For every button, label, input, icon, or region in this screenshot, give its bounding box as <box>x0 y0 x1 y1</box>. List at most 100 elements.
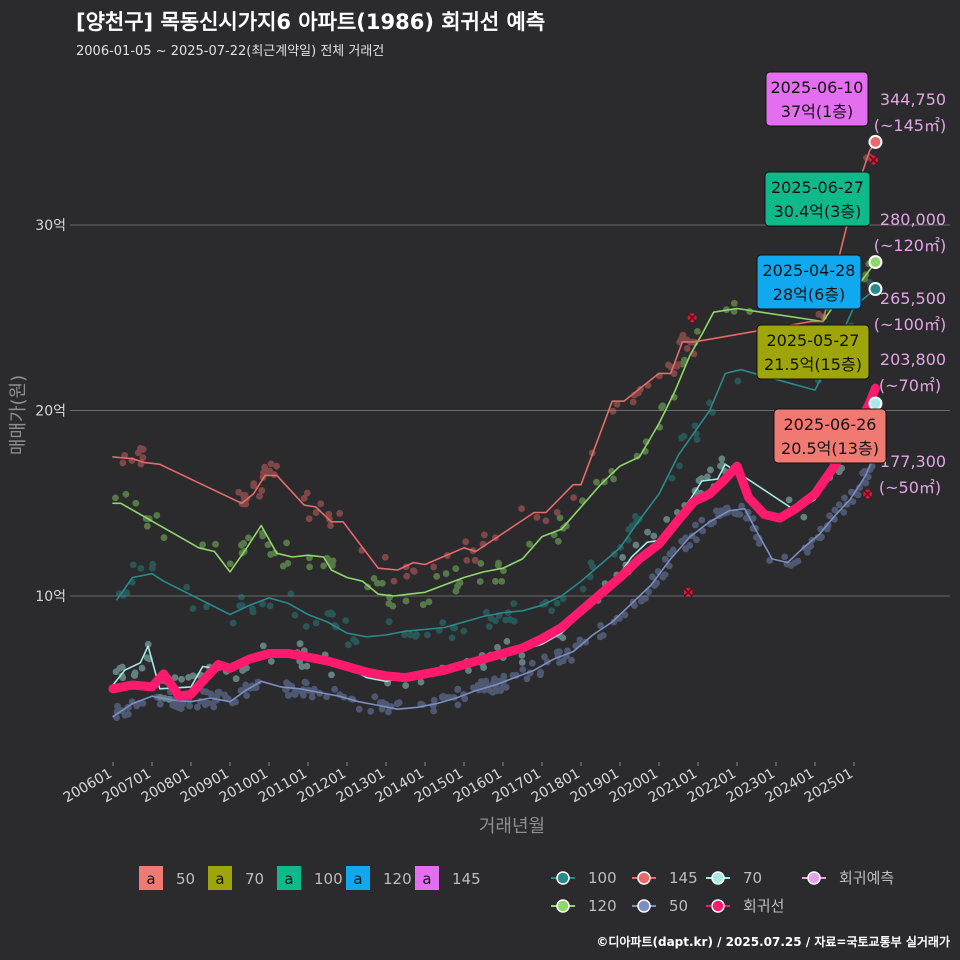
legend-line-label: 50 <box>669 897 688 915</box>
transaction-dot <box>637 597 645 605</box>
transaction-dot <box>329 557 337 565</box>
transaction-dot <box>454 701 462 709</box>
transaction-dot <box>681 356 688 364</box>
transaction-dot <box>502 683 510 691</box>
transaction-dot <box>376 699 384 707</box>
transaction-dot <box>364 583 372 591</box>
prediction-area: (~120㎡) <box>874 236 946 255</box>
transaction-dot <box>430 696 438 704</box>
transaction-dot <box>419 601 427 609</box>
transaction-dot <box>709 408 716 416</box>
legend-box-swatch <box>346 866 370 890</box>
prediction-value: 344,750 <box>880 90 946 109</box>
transaction-dot <box>259 642 267 650</box>
legend-series-lines: 100 145 70 회귀예측 120 50 회귀선 <box>551 869 894 915</box>
transaction-dot <box>559 657 567 665</box>
transaction-dot <box>693 536 700 544</box>
transaction-dot <box>273 462 280 470</box>
legend-line-label: 회귀예측 <box>839 869 894 887</box>
transaction-dot <box>410 567 417 575</box>
transaction-dot <box>256 492 263 500</box>
transaction-dot <box>284 559 292 567</box>
transaction-dot <box>306 563 313 571</box>
transaction-dot <box>831 506 839 514</box>
legend-line-dot <box>556 899 570 913</box>
transaction-dot <box>112 668 120 676</box>
transaction-dot <box>461 695 469 703</box>
transaction-dot <box>648 573 656 581</box>
transaction-dot <box>676 462 683 470</box>
transaction-dot <box>533 513 541 521</box>
transaction-dot <box>174 704 182 711</box>
transaction-dot <box>240 491 247 499</box>
legend-box-label: 100 <box>314 870 343 888</box>
transaction-dot <box>733 510 741 518</box>
transaction-dot <box>212 540 219 548</box>
transaction-dot <box>395 699 403 707</box>
transaction-dot <box>298 663 306 671</box>
transaction-dot <box>129 561 137 569</box>
transaction-dot <box>439 619 447 626</box>
transaction-dot <box>818 533 825 541</box>
transaction-dot <box>470 684 477 692</box>
transaction-dot <box>284 692 292 699</box>
annotation-text: 30.4억(3층) <box>774 202 862 221</box>
transaction-dot <box>226 560 234 568</box>
transaction-dot <box>526 540 533 548</box>
transaction-dot <box>390 577 398 585</box>
transaction-dot <box>849 498 857 505</box>
legend-box-glyph: a <box>422 870 431 888</box>
transaction-dot <box>712 507 720 515</box>
series-line-50 <box>112 451 877 718</box>
transaction-dot <box>410 568 418 575</box>
transaction-dot <box>153 512 161 519</box>
transaction-dot <box>683 345 691 352</box>
transaction-dot <box>556 514 564 522</box>
transaction-dot <box>694 327 701 335</box>
transaction-dot <box>327 610 334 618</box>
prediction-marker <box>868 396 883 411</box>
transaction-dot <box>673 362 681 370</box>
transaction-dot <box>752 533 760 541</box>
transaction-dot <box>144 640 152 648</box>
transaction-dot <box>692 521 699 529</box>
transaction-dot <box>312 509 320 516</box>
transaction-dot <box>262 468 270 476</box>
transaction-dot <box>665 361 672 369</box>
transaction-dot <box>433 572 441 580</box>
transaction-dot <box>781 553 789 561</box>
transaction-dot <box>131 669 139 677</box>
transaction-dot <box>528 659 536 667</box>
transaction-dot <box>185 673 192 681</box>
transaction-dot <box>139 445 147 453</box>
legend-box-label: 120 <box>383 870 412 888</box>
transaction-dot <box>183 583 191 591</box>
transaction-dot <box>653 579 661 587</box>
transaction-dot <box>731 510 739 517</box>
transaction-dot <box>659 573 667 581</box>
transaction-dot <box>554 537 562 545</box>
transaction-dot <box>189 605 197 612</box>
transaction-dot <box>243 692 251 700</box>
transaction-dot <box>413 631 421 638</box>
transaction-dot <box>824 522 832 529</box>
transaction-dot <box>492 617 499 625</box>
transaction-dot <box>477 560 485 567</box>
transaction-dot <box>460 627 468 635</box>
transaction-dot <box>291 688 299 695</box>
transaction-dot <box>328 671 335 679</box>
transaction-dot <box>814 534 822 541</box>
annotation-box <box>764 171 871 227</box>
transaction-dot <box>579 585 587 593</box>
transaction-dot <box>317 500 325 508</box>
annotation-2025-06-26: 2025-06-26 20.5억(13층) <box>773 408 887 464</box>
transaction-dot <box>693 436 701 443</box>
transaction-dot <box>553 648 561 656</box>
transaction-dot <box>838 464 846 472</box>
transaction-dot <box>835 468 843 476</box>
transaction-dot <box>300 691 307 699</box>
annotation-date: 2025-06-27 <box>771 178 864 197</box>
transaction-dot <box>215 688 223 696</box>
transaction-dot <box>611 550 618 558</box>
transaction-dot <box>148 564 156 572</box>
